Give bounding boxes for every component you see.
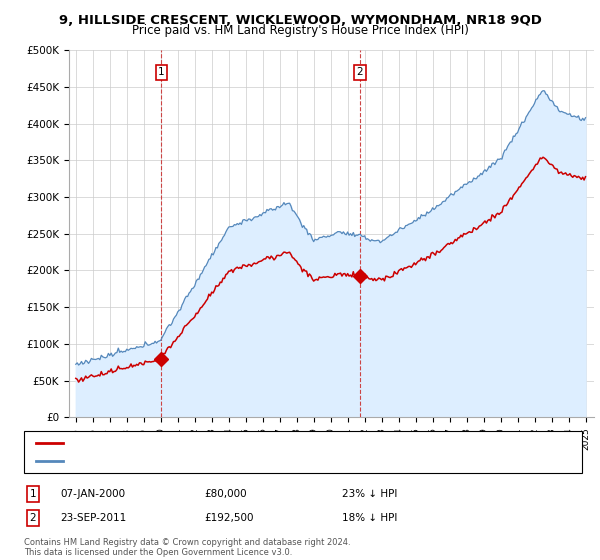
Text: 07-JAN-2000: 07-JAN-2000 [60, 489, 125, 499]
Text: 23% ↓ HPI: 23% ↓ HPI [342, 489, 397, 499]
Text: 1: 1 [158, 67, 165, 77]
Text: HPI: Average price, detached house, South Norfolk: HPI: Average price, detached house, Sout… [69, 456, 321, 466]
Text: £80,000: £80,000 [204, 489, 247, 499]
Text: 23-SEP-2011: 23-SEP-2011 [60, 513, 126, 523]
Text: 2: 2 [356, 67, 363, 77]
Text: 1: 1 [29, 489, 37, 499]
Text: 9, HILLSIDE CRESCENT, WICKLEWOOD, WYMONDHAM, NR18 9QD (detached house): 9, HILLSIDE CRESCENT, WICKLEWOOD, WYMOND… [69, 438, 485, 448]
Text: 18% ↓ HPI: 18% ↓ HPI [342, 513, 397, 523]
Text: Contains HM Land Registry data © Crown copyright and database right 2024.
This d: Contains HM Land Registry data © Crown c… [24, 538, 350, 557]
Text: £192,500: £192,500 [204, 513, 254, 523]
Text: 2: 2 [29, 513, 37, 523]
Text: 9, HILLSIDE CRESCENT, WICKLEWOOD, WYMONDHAM, NR18 9QD: 9, HILLSIDE CRESCENT, WICKLEWOOD, WYMOND… [59, 14, 541, 27]
Text: Price paid vs. HM Land Registry's House Price Index (HPI): Price paid vs. HM Land Registry's House … [131, 24, 469, 37]
